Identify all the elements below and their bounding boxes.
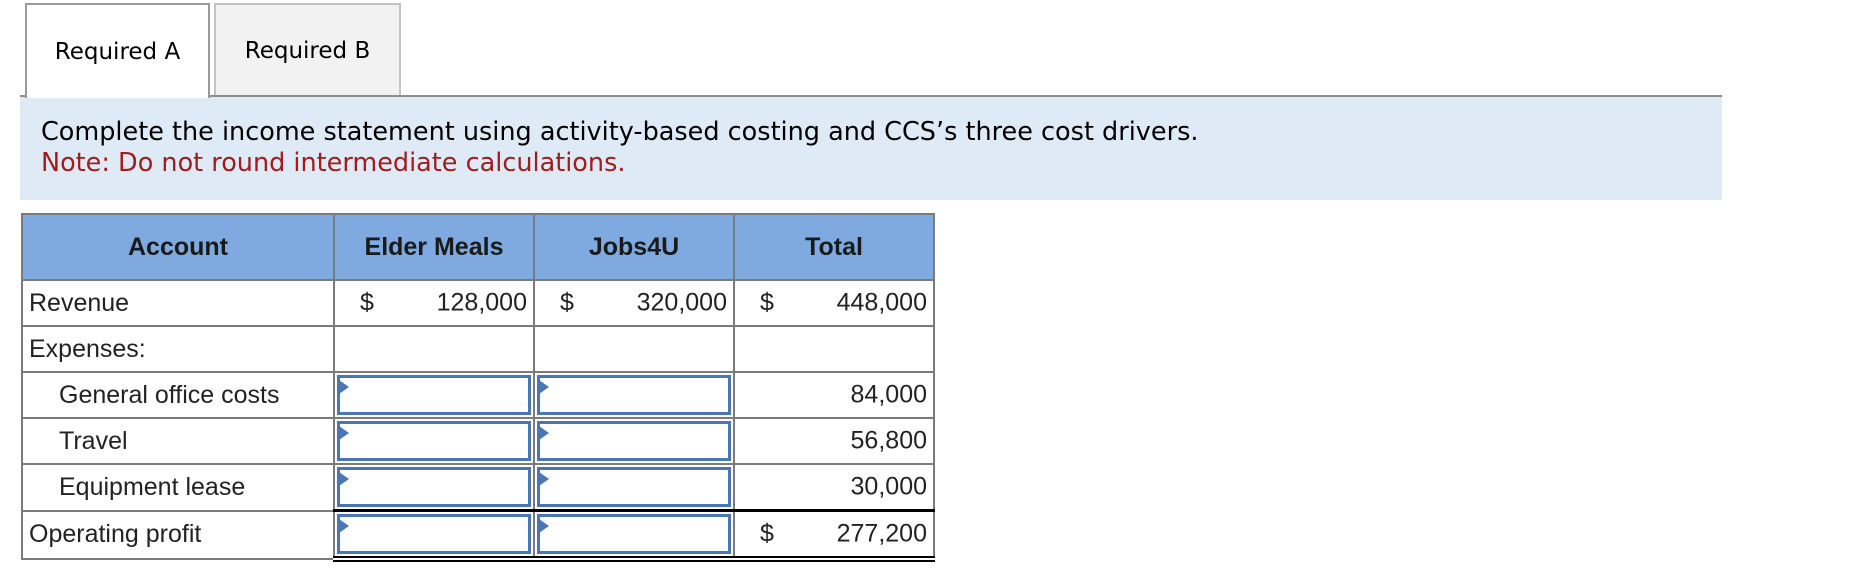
header-jobs4u: Jobs4U xyxy=(533,213,735,281)
empty-cell xyxy=(533,325,735,373)
header-total: Total xyxy=(733,213,935,281)
dollar-sign: $ xyxy=(560,288,574,317)
tab-required-a[interactable]: Required A xyxy=(25,3,210,98)
general-office-elder-meals-input[interactable] xyxy=(337,375,531,415)
table-row-revenue: Revenue $ 128,000 $ 320,000 $ 448,000 xyxy=(21,279,935,327)
header-elder-meals: Elder Meals xyxy=(333,213,535,281)
table-row-equipment-lease: Equipment lease 30,000 xyxy=(21,463,935,512)
operating-profit-total-value: 277,200 xyxy=(836,519,927,548)
travel-elder-meals-cell xyxy=(333,417,535,465)
empty-cell xyxy=(733,325,935,373)
account-label: General office costs xyxy=(21,371,335,419)
empty-cell xyxy=(333,325,535,373)
general-office-jobs4u-cell xyxy=(533,371,735,419)
general-office-elder-meals-cell xyxy=(333,371,535,419)
table-row-expenses: Expenses: xyxy=(21,325,935,373)
equipment-lease-total-value: 30,000 xyxy=(850,472,927,501)
income-statement-table: Account Elder Meals Jobs4U Total Revenue… xyxy=(21,213,935,562)
tab-required-b-label: Required B xyxy=(244,37,371,64)
instructions-panel: Complete the income statement using acti… xyxy=(20,97,1722,200)
header-account: Account xyxy=(21,213,335,281)
table-row-general-office-costs: General office costs 84,000 xyxy=(21,371,935,419)
account-label: Revenue xyxy=(21,279,335,327)
input-flag-icon xyxy=(539,426,549,440)
equipment-lease-elder-meals-cell xyxy=(333,463,535,512)
account-label: Equipment lease xyxy=(21,463,335,512)
equipment-lease-jobs4u-cell xyxy=(533,463,735,512)
equipment-lease-total: 30,000 xyxy=(733,463,935,512)
revenue-total: $ 448,000 xyxy=(733,279,935,327)
table-row-travel: Travel 56,800 xyxy=(21,417,935,465)
travel-jobs4u-input[interactable] xyxy=(537,421,731,461)
input-flag-icon xyxy=(539,380,549,394)
instructions-note: Note: Do not round intermediate calculat… xyxy=(41,148,626,178)
operating-profit-total: $ 277,200 xyxy=(733,509,935,562)
revenue-elder-meals: $ 128,000 xyxy=(333,279,535,327)
operating-profit-jobs4u-cell xyxy=(533,509,735,562)
travel-jobs4u-cell xyxy=(533,417,735,465)
input-flag-icon xyxy=(339,519,349,533)
tab-divider xyxy=(20,95,1722,97)
tab-required-a-label: Required A xyxy=(54,38,181,65)
general-office-total: 84,000 xyxy=(733,371,935,419)
travel-total-value: 56,800 xyxy=(850,426,927,455)
table-header-row: Account Elder Meals Jobs4U Total xyxy=(21,213,935,281)
travel-total: 56,800 xyxy=(733,417,935,465)
travel-elder-meals-input[interactable] xyxy=(337,421,531,461)
revenue-total-value: 448,000 xyxy=(836,288,927,317)
account-label: Travel xyxy=(21,417,335,465)
operating-profit-jobs4u-input[interactable] xyxy=(537,514,731,554)
account-label: Operating profit xyxy=(21,509,335,560)
general-office-jobs4u-input[interactable] xyxy=(537,375,731,415)
equipment-lease-elder-meals-input[interactable] xyxy=(337,467,531,507)
input-flag-icon xyxy=(339,472,349,486)
input-flag-icon xyxy=(339,380,349,394)
revenue-elder-meals-value: 128,000 xyxy=(436,288,527,317)
revenue-jobs4u: $ 320,000 xyxy=(533,279,735,327)
operating-profit-elder-meals-input[interactable] xyxy=(337,514,531,554)
input-flag-icon xyxy=(339,426,349,440)
table-row-operating-profit: Operating profit $ 277,200 xyxy=(21,509,935,562)
dollar-sign: $ xyxy=(360,288,374,317)
equipment-lease-jobs4u-input[interactable] xyxy=(537,467,731,507)
dollar-sign: $ xyxy=(760,288,774,317)
input-flag-icon xyxy=(539,519,549,533)
instructions-text: Complete the income statement using acti… xyxy=(41,117,1199,147)
account-label: Expenses: xyxy=(21,325,335,373)
tab-required-b[interactable]: Required B xyxy=(214,3,401,96)
input-flag-icon xyxy=(539,472,549,486)
revenue-jobs4u-value: 320,000 xyxy=(636,288,727,317)
general-office-total-value: 84,000 xyxy=(850,380,927,409)
operating-profit-elder-meals-cell xyxy=(333,509,535,562)
dollar-sign: $ xyxy=(760,519,774,548)
